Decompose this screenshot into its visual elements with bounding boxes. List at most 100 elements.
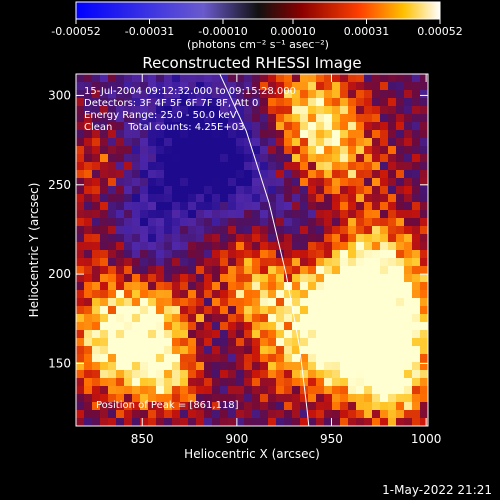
- heatmap-cell: [380, 218, 389, 227]
- heatmap-cell: [76, 258, 85, 267]
- heatmap-cell: [364, 370, 373, 379]
- heatmap-cell: [148, 162, 157, 171]
- heatmap-cell: [364, 378, 373, 387]
- heatmap-cell: [316, 146, 325, 155]
- heatmap-cell: [132, 242, 141, 251]
- heatmap-cell: [188, 98, 197, 107]
- heatmap-cell: [268, 306, 277, 315]
- heatmap-cell: [388, 402, 397, 411]
- heatmap-cell: [324, 210, 333, 219]
- heatmap-cell: [404, 330, 413, 339]
- heatmap-cell: [196, 378, 205, 387]
- heatmap-cell: [212, 98, 221, 107]
- heatmap-cell: [260, 106, 269, 115]
- heatmap-cell: [212, 82, 221, 91]
- heatmap-cell: [132, 290, 141, 299]
- heatmap-cell: [276, 346, 285, 355]
- heatmap-cell: [172, 90, 181, 99]
- heatmap-cell: [220, 330, 229, 339]
- heatmap-cell: [276, 314, 285, 323]
- heatmap-cell: [396, 418, 405, 426]
- heatmap-cell: [196, 170, 205, 179]
- heatmap-cell: [396, 186, 405, 195]
- heatmap-cell: [180, 178, 189, 187]
- heatmap-cell: [108, 330, 117, 339]
- heatmap-cell: [332, 210, 341, 219]
- heatmap-cell: [404, 266, 413, 275]
- heatmap-cell: [244, 234, 253, 243]
- heatmap-cell: [188, 82, 197, 91]
- heatmap-cell: [124, 378, 133, 387]
- heatmap-cell: [308, 130, 317, 139]
- heatmap-cell: [244, 138, 253, 147]
- heatmap-cell: [300, 266, 309, 275]
- heatmap-cell: [116, 178, 125, 187]
- heatmap-cell: [140, 410, 149, 419]
- heatmap-cell: [108, 162, 117, 171]
- heatmap-cell: [332, 130, 341, 139]
- heatmap-cell: [92, 146, 101, 155]
- heatmap-cell: [236, 90, 245, 99]
- heatmap-cell: [76, 162, 85, 171]
- heatmap-cell: [108, 154, 117, 163]
- heatmap-cell: [364, 410, 373, 419]
- heatmap-cell: [380, 138, 389, 147]
- heatmap-cell: [300, 194, 309, 203]
- heatmap-cell: [260, 290, 269, 299]
- heatmap-cell: [308, 98, 317, 107]
- heatmap-cell: [252, 394, 261, 403]
- heatmap-cell: [188, 90, 197, 99]
- heatmap-cell: [196, 114, 205, 123]
- heatmap-cell: [380, 234, 389, 243]
- heatmap-cell: [308, 250, 317, 259]
- heatmap-cell: [172, 146, 181, 155]
- heatmap-cell: [204, 394, 213, 403]
- heatmap-cell: [292, 146, 301, 155]
- heatmap-cell: [300, 74, 309, 83]
- heatmap-cell: [324, 290, 333, 299]
- heatmap-cell: [164, 346, 173, 355]
- heatmap-cell: [244, 242, 253, 251]
- heatmap-cell: [252, 258, 261, 267]
- heatmap-cell: [220, 178, 229, 187]
- heatmap-cell: [380, 290, 389, 299]
- heatmap-cell: [412, 82, 421, 91]
- heatmap-cell: [204, 258, 213, 267]
- heatmap-cell: [388, 194, 397, 203]
- heatmap-cell: [156, 242, 165, 251]
- heatmap-cell: [228, 202, 237, 211]
- heatmap-cell: [164, 130, 173, 139]
- heatmap-cell: [220, 90, 229, 99]
- heatmap-cell: [204, 82, 213, 91]
- heatmap-cell: [404, 338, 413, 347]
- heatmap-cell: [196, 226, 205, 235]
- heatmap-cell: [140, 346, 149, 355]
- heatmap-cell: [204, 370, 213, 379]
- heatmap-cell: [364, 314, 373, 323]
- heatmap-cell: [324, 138, 333, 147]
- heatmap-cell: [204, 354, 213, 363]
- heatmap-cell: [132, 298, 141, 307]
- heatmap-cell: [244, 298, 253, 307]
- heatmap-cell: [84, 114, 93, 123]
- heatmap-cell: [276, 162, 285, 171]
- heatmap-cell: [180, 306, 189, 315]
- heatmap-cell: [276, 130, 285, 139]
- heatmap-cell: [324, 90, 333, 99]
- heatmap-cell: [116, 138, 125, 147]
- heatmap-cell: [188, 186, 197, 195]
- heatmap-cell: [116, 170, 125, 179]
- heatmap-cell: [404, 298, 413, 307]
- heatmap-cell: [332, 402, 341, 411]
- heatmap-cell: [76, 394, 85, 403]
- heatmap-cell: [420, 274, 428, 283]
- heatmap-cell: [340, 98, 349, 107]
- heatmap-cell: [132, 250, 141, 259]
- heatmap-cell: [404, 418, 413, 426]
- heatmap-cell: [396, 410, 405, 419]
- heatmap-cell: [380, 130, 389, 139]
- heatmap-cell: [132, 274, 141, 283]
- heatmap-cell: [300, 218, 309, 227]
- heatmap-cell: [100, 82, 109, 91]
- heatmap-cell: [132, 386, 141, 395]
